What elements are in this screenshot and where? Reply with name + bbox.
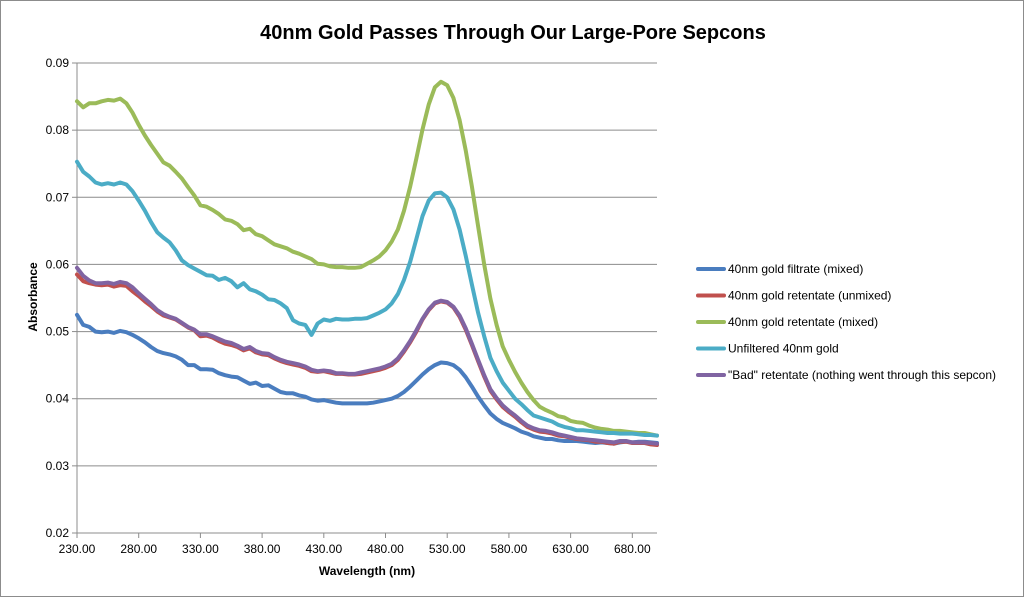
x-tick-label: 380.00 xyxy=(244,542,281,556)
y-tick-label: 0.02 xyxy=(46,526,70,540)
y-tick-label: 0.05 xyxy=(46,325,70,339)
legend: 40nm gold filtrate (mixed) 40nm gold rete… xyxy=(696,262,996,382)
x-tick-label: 230.00 xyxy=(59,542,96,556)
gridlines xyxy=(77,62,657,534)
y-tick-label: 0.08 xyxy=(46,123,70,137)
x-tick-label: 480.00 xyxy=(367,542,404,556)
series-line-3 xyxy=(75,79,659,438)
x-tick-label: 580.00 xyxy=(491,542,528,556)
chart-title: 40nm Gold Passes Through Our Large-Pore … xyxy=(260,22,766,44)
y-tick-label: 0.06 xyxy=(46,257,70,271)
y-tick-label: 0.07 xyxy=(46,190,70,204)
legend-label-3: 40nm gold retentate (mixed) xyxy=(728,315,878,329)
y-tick-label: 0.03 xyxy=(46,459,70,473)
legend-label-2: 40nm gold retentate (unmixed) xyxy=(728,289,891,303)
x-tick-label: 530.00 xyxy=(429,542,466,556)
x-tick-label: 330.00 xyxy=(182,542,219,556)
x-tick-label: 280.00 xyxy=(120,542,157,556)
x-axis-label: Wavelength (nm) xyxy=(319,564,415,578)
x-tick-label: 680.00 xyxy=(614,542,651,556)
x-tick-label: 630.00 xyxy=(552,542,589,556)
series-line-4 xyxy=(75,159,659,438)
plot-area xyxy=(76,63,657,534)
data-series xyxy=(75,79,659,447)
y-tick-label: 0.04 xyxy=(46,392,70,406)
x-tick-label: 430.00 xyxy=(305,542,342,556)
y-axis-ticks: 0.02 0.03 0.04 0.05 0.06 0.07 0.08 0.09 xyxy=(46,56,77,540)
x-axis-ticks: 230.00 280.00 330.00 380.00 430.00 480.00 530.… xyxy=(59,533,651,556)
legend-label-1: 40nm gold filtrate (mixed) xyxy=(728,262,863,276)
legend-label-4: Unfiltered 40nm gold xyxy=(728,342,839,356)
series-line-5 xyxy=(75,265,659,446)
series-line-1 xyxy=(75,312,659,446)
legend-label-5: "Bad" retentate (nothing went through th… xyxy=(728,368,996,382)
y-tick-label: 0.09 xyxy=(46,56,70,70)
y-axis-label: Absorbance xyxy=(26,262,40,332)
